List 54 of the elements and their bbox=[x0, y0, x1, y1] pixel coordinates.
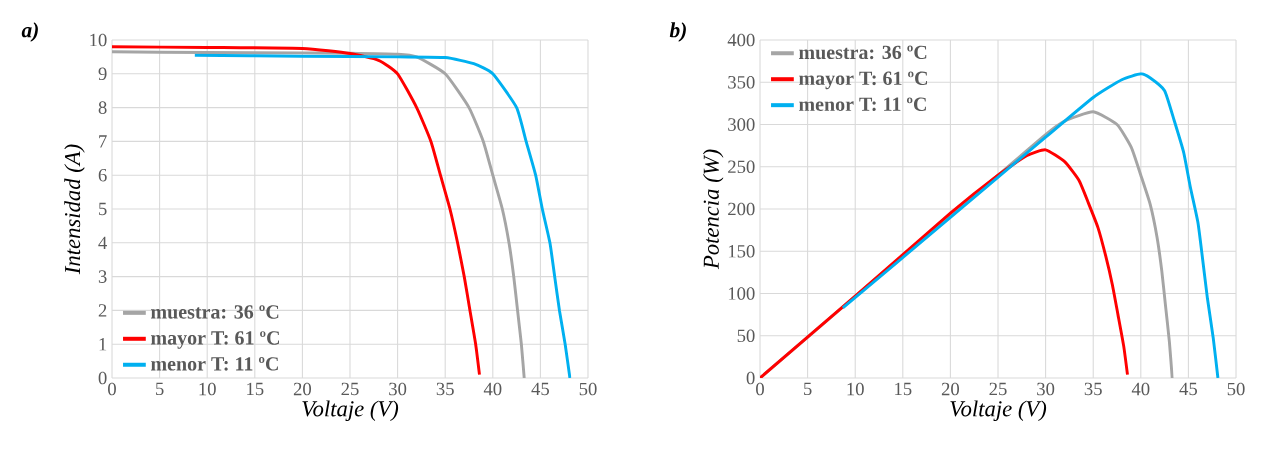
y-tick-label: 350 bbox=[728, 75, 755, 89]
legend-label: muestra: 36 ºC bbox=[151, 305, 279, 319]
x-tick-label: 35 bbox=[1084, 382, 1102, 396]
y-tick-label: 0 bbox=[98, 371, 107, 385]
y-tick-label: 2 bbox=[98, 304, 107, 317]
x-tick-label: 45 bbox=[531, 382, 550, 396]
x-tick-label: 5 bbox=[156, 382, 164, 396]
x-tick-label: 25 bbox=[989, 382, 1007, 396]
x-tick-label: 5 bbox=[804, 382, 812, 396]
x-tick-label: 20 bbox=[941, 382, 960, 396]
x-tick-label: 45 bbox=[1179, 382, 1198, 396]
x-tick-label: 20 bbox=[293, 382, 312, 396]
y-tick-label: 150 bbox=[728, 244, 755, 258]
y-tick-label: 5 bbox=[99, 202, 107, 216]
y-tick-label: 7 bbox=[99, 135, 107, 148]
x-axis-title: Voltaje (V) bbox=[950, 400, 1047, 422]
legend-label: mayor T: 61 ºC bbox=[151, 331, 280, 349]
x-tick-label: 40 bbox=[483, 382, 502, 396]
y-tick-label: 9 bbox=[98, 67, 107, 81]
y-tick-label: 200 bbox=[728, 202, 755, 216]
y-tick-label: 0 bbox=[746, 371, 755, 385]
x-tick-label: 30 bbox=[1037, 382, 1055, 396]
y-tick-label: 50 bbox=[737, 329, 755, 343]
y-tick-label: 10 bbox=[90, 33, 107, 47]
x-tick-label: 10 bbox=[199, 382, 216, 396]
y-tick-label: 3 bbox=[98, 270, 107, 283]
x-tick-label: 30 bbox=[389, 382, 407, 396]
y-tick-label: 4 bbox=[98, 236, 108, 249]
legend-label: muestra: 36 ºC bbox=[799, 45, 927, 60]
x-tick-label: 50 bbox=[579, 382, 597, 396]
x-tick-label: 35 bbox=[436, 382, 454, 396]
x-tick-label: 0 bbox=[108, 382, 116, 396]
y-axis-title: Intensidad (A) bbox=[64, 144, 85, 275]
x-tick-label: 40 bbox=[1131, 382, 1150, 396]
x-tick-label: 15 bbox=[895, 382, 912, 396]
legend-label: mayor T: 61 ºC bbox=[799, 71, 928, 90]
y-axis-title: Potencia (W) bbox=[702, 149, 724, 270]
x-axis-title: Voltaje (V) bbox=[302, 400, 399, 422]
y-tick-label: 100 bbox=[728, 287, 755, 300]
y-tick-label: 8 bbox=[98, 101, 107, 114]
x-tick-label: 15 bbox=[247, 382, 264, 396]
x-tick-label: 25 bbox=[341, 382, 359, 396]
chart-title: a) bbox=[21, 22, 38, 42]
y-tick-label: 400 bbox=[727, 33, 755, 47]
x-tick-label: 0 bbox=[756, 382, 764, 396]
x-tick-label: 50 bbox=[1227, 382, 1245, 396]
y-tick-label: 6 bbox=[98, 168, 107, 182]
chart-title: b) bbox=[669, 22, 686, 42]
legend-label: menor T: 11 ºC bbox=[799, 97, 926, 112]
legend-label: menor T: 11 ºC bbox=[151, 357, 278, 371]
y-tick-label: 1 bbox=[99, 338, 107, 351]
x-tick-label: 10 bbox=[847, 382, 864, 396]
y-tick-label: 300 bbox=[728, 118, 755, 131]
y-tick-label: 250 bbox=[728, 160, 755, 174]
